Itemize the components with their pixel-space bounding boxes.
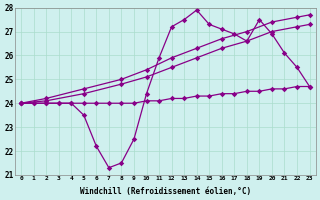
- X-axis label: Windchill (Refroidissement éolien,°C): Windchill (Refroidissement éolien,°C): [80, 187, 251, 196]
